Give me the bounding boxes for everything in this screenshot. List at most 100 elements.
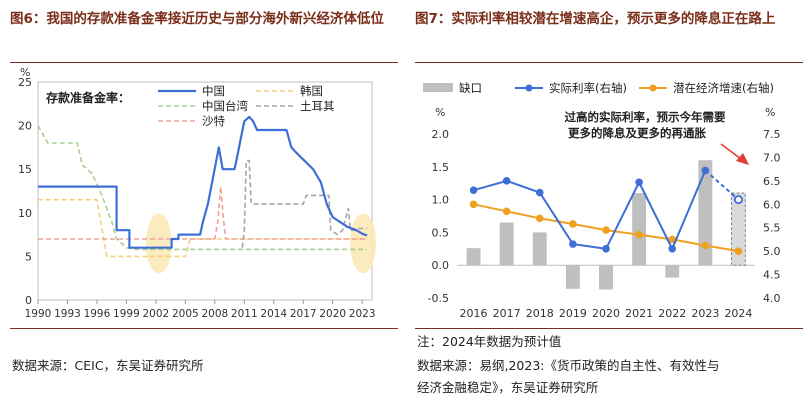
legend-label-gap: 缺口 (459, 81, 482, 95)
x-tick-label: 2014 (260, 308, 287, 320)
series-line-china (38, 115, 368, 249)
point-real-2019 (569, 240, 577, 248)
chart-title: 存款准备金率： (45, 90, 130, 105)
bar-gap-2021 (632, 193, 647, 266)
left-title-rule (10, 62, 398, 63)
legend-marker-real (525, 84, 533, 92)
x-tick-label: 2017 (290, 308, 317, 320)
left-source: 数据来源：CEIC，东吴证券研究所 (12, 358, 204, 373)
y-tick-label: 5 (25, 250, 32, 263)
x-tick-label: 2017 (493, 307, 521, 320)
plot-frame (37, 81, 373, 301)
annotation-line-1: 过高的实际利率，预示今年需要 (565, 110, 726, 124)
point-potential-2024 (734, 247, 743, 255)
left-figure-title: 图6：我国的存款准备金率接近历史与部分海外新兴经济体低位 (10, 11, 384, 27)
legend-label-korea: 韩国 (300, 84, 323, 98)
point-potential-2021 (635, 230, 643, 239)
annotation-line-2: 更多的降息及更多的再通胀 (568, 126, 706, 140)
right-note: 注：2024年数据为预计值 (417, 334, 562, 349)
point-potential-2018 (535, 214, 544, 223)
x-tick-label: 2008 (201, 308, 228, 320)
y-right-tick-label: 7.5 (763, 128, 781, 141)
y-left-tick-label: 1.5 (432, 161, 450, 174)
series-line-korea (38, 198, 368, 258)
x-tick-label: 2005 (172, 308, 199, 320)
series-line-real (473, 170, 707, 252)
series-line-real-estimate (704, 169, 740, 201)
legend-label-china: 中国 (202, 84, 225, 98)
point-potential-2022 (668, 235, 677, 244)
x-tick-label: 2019 (559, 307, 587, 320)
right-chart: 缺口 实际利率(右轴) 潜在经济增速(右轴)% % -0.5 0.0 0.5 1.0 1.5 2.… (423, 81, 781, 320)
point-real-2018 (535, 188, 544, 197)
bar-gap-2024 (730, 192, 746, 266)
point-real-2022 (668, 245, 677, 253)
left-bottom-rule (10, 328, 398, 329)
y-left-tick-label: 0.0 (432, 259, 450, 272)
legend-swatch-gap (423, 83, 453, 92)
x-tick-label: 2022 (658, 307, 686, 320)
legend-marker-potential (649, 84, 657, 92)
y-tick-label: 0 (25, 294, 32, 307)
highlight-ellipse-0 (145, 213, 172, 274)
right-source-line-1: 数据来源：易纲,2023:《货币政策的自主性、有效性与 (417, 358, 720, 373)
x-tick-label: 2016 (460, 307, 488, 320)
y-right-unit: % (765, 106, 775, 119)
x-tick-label: 2023 (691, 307, 719, 320)
x-tick-label: 2020 (592, 307, 620, 320)
y-left-unit: % (435, 106, 445, 119)
series-line-saudi (38, 185, 368, 240)
y-left-tick-label: 0.5 (432, 226, 450, 239)
right-figure-title: 图7：实际利率相较潜在增速高企，预示更多的降息正在路上 (415, 11, 776, 27)
y-left-tick-label: -0.5 (428, 292, 449, 305)
y-tick-label: 25 (18, 76, 32, 89)
right-title-rule (415, 62, 803, 63)
annotation-arrow-head (736, 153, 749, 165)
y-tick-label: 15 (18, 163, 32, 176)
point-potential-2017 (502, 207, 511, 216)
x-tick-label: 1990 (25, 308, 52, 320)
y-right-tick-label: 4.0 (763, 292, 781, 305)
bar-gap-2019 (565, 265, 580, 289)
bar-gap-2023 (698, 160, 713, 266)
y-tick-label: 10 (18, 207, 32, 220)
point-real-2016 (469, 186, 478, 195)
x-tick-label: 2018 (526, 307, 554, 320)
point-potential-2019 (569, 220, 577, 228)
y-right-tick-label: 5.5 (763, 222, 781, 235)
x-tick-label: 2020 (319, 308, 346, 320)
y-right-tick-label: 4.5 (763, 269, 781, 282)
y-right-tick-label: 6.5 (763, 175, 781, 188)
point-real-2024 (733, 195, 743, 205)
annotation-arrow-shaft (720, 143, 742, 160)
point-real-2023 (701, 166, 710, 175)
y-right-tick-label: 7.0 (763, 151, 781, 164)
y-left-tick-label: 1.0 (432, 194, 450, 207)
x-tick-label: 1993 (54, 308, 81, 320)
series-line-turkey (241, 159, 368, 248)
point-real-2021 (635, 178, 643, 187)
bar-gap-2022 (665, 265, 680, 278)
x-tick-label: 2021 (625, 307, 653, 320)
legend-label-saudi: 沙特 (202, 114, 225, 128)
right-figure: 图7：实际利率相较潜在增速高企，预示更多的降息正在路上 缺口 实际利率(右轴) 潜在… (415, 0, 805, 411)
point-real-2017 (502, 177, 511, 185)
left-figure: 图6：我国的存款准备金率接近历史与部分海外新兴经济体低位 0 5 10 15 20 25%… (10, 0, 400, 411)
bar-gap-2020 (599, 265, 613, 290)
right-source-line-2: 经济金融稳定》，东吴证券研究所 (417, 380, 599, 395)
point-potential-2023 (701, 241, 710, 250)
x-tick-label: 2002 (143, 308, 170, 320)
legend-label-real: 实际利率(右轴) (549, 81, 627, 95)
x-tick-label: 1999 (113, 308, 140, 320)
point-potential-2020 (602, 226, 610, 234)
y-left-tick-label: 2.0 (432, 128, 450, 141)
point-real-2020 (602, 245, 610, 253)
y-axis-unit: % (20, 66, 30, 79)
bar-gap-2016 (466, 248, 481, 266)
x-tick-label: 2023 (349, 308, 376, 320)
legend-label-turkey: 土耳其 (300, 99, 335, 113)
bar-gap-2018 (532, 232, 547, 266)
x-tick-label: 2011 (231, 308, 258, 320)
point-potential-2016 (469, 200, 478, 209)
